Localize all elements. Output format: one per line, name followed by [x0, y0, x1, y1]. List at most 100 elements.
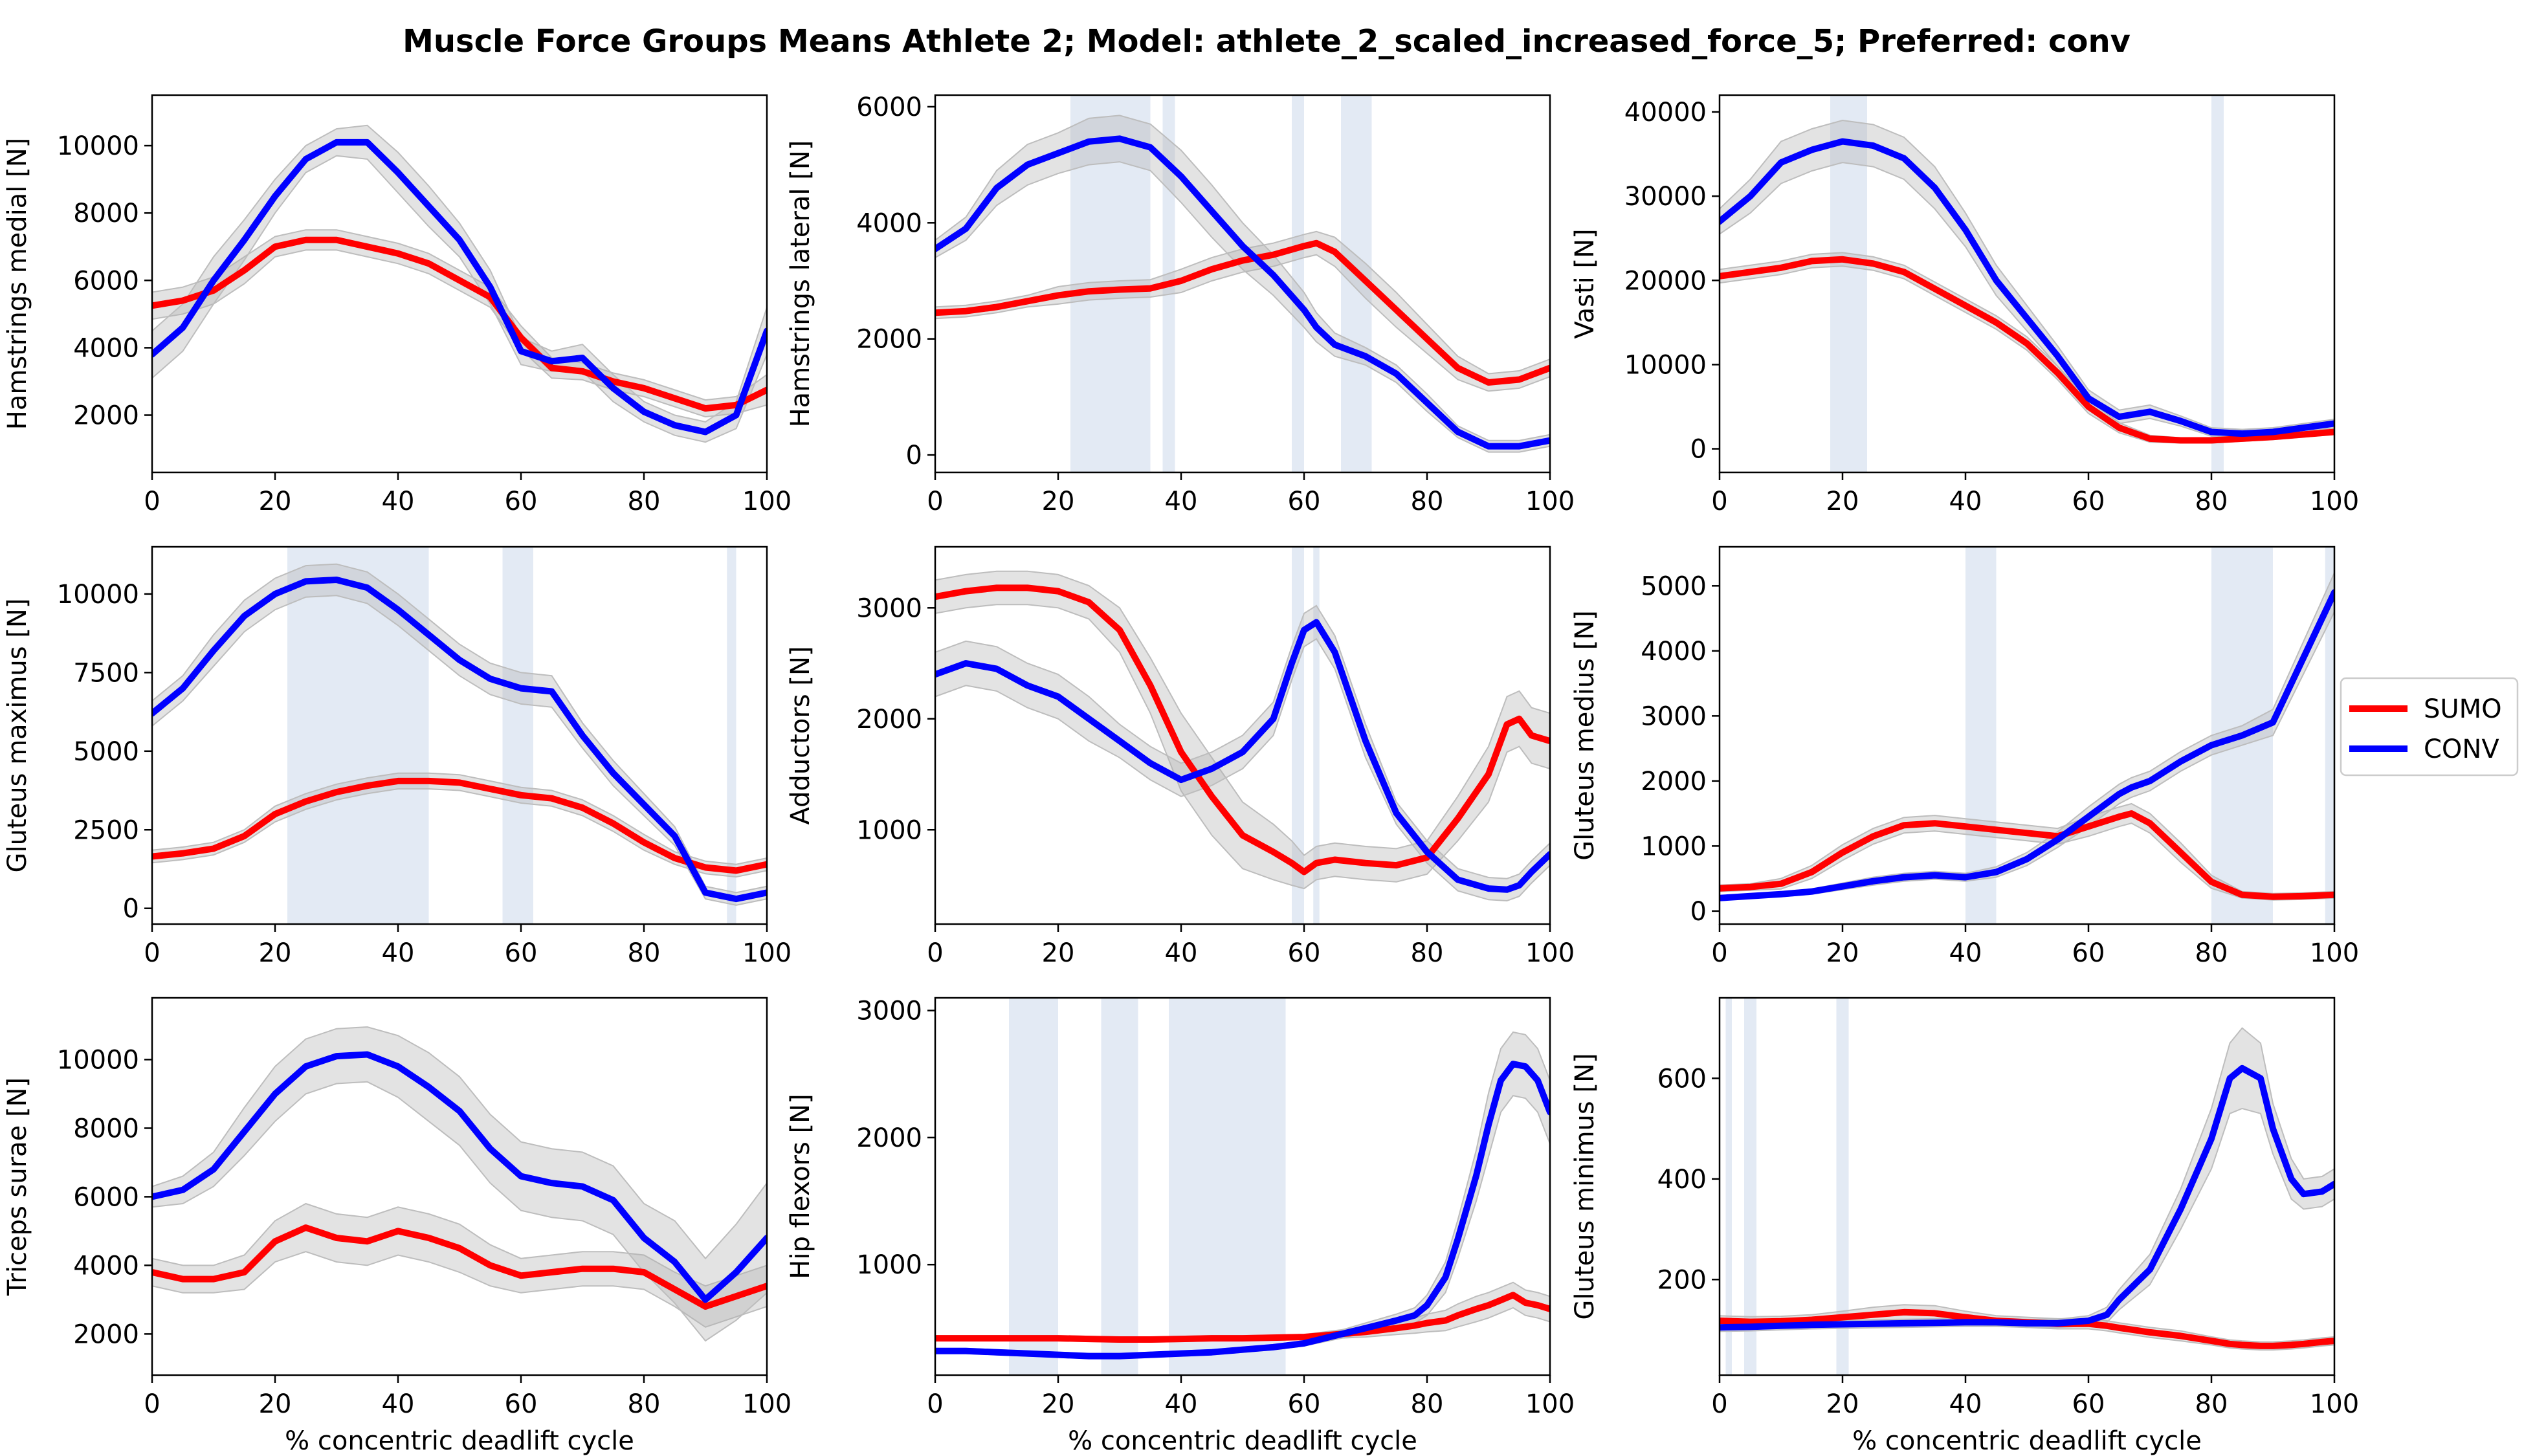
subplot-1: 0 20 40 60 80 100 2000 4000 6000 8000 10000 Hamstri…	[3, 94, 792, 516]
series-line-sumo	[1720, 256, 2334, 444]
y-tick-label: 2000	[73, 1319, 139, 1349]
x-tick-label: 40	[382, 487, 415, 516]
y-tick-label: 5000	[1641, 571, 1707, 601]
x-tick-label: 0	[927, 487, 943, 516]
highlight-region	[1744, 998, 1756, 1375]
x-tick-label: 20	[1826, 938, 1859, 968]
highlight-region	[1313, 547, 1320, 924]
y-tick-label: 1000	[1641, 832, 1707, 861]
series-band-conv	[1720, 1027, 2334, 1332]
y-tick-label: 10000	[57, 580, 139, 610]
series-line-sumo	[1720, 1308, 2334, 1349]
plot-frame	[934, 94, 1551, 474]
y-tick-label: 7500	[73, 658, 139, 688]
x-tick-label: 0	[1711, 487, 1727, 516]
series-line-conv	[935, 135, 1550, 450]
subplot-6: 0 20 40 60 80 100010002000300040005000Gluteus…	[1570, 546, 2359, 968]
y-axis-label: Gluteus maximus [N]	[3, 599, 32, 873]
highlight-region	[2211, 95, 2224, 472]
highlight-region	[502, 547, 533, 924]
y-axis-label: Hamstrings medial [N]	[3, 138, 32, 430]
highlight-region	[727, 547, 736, 924]
y-tick-label: 30000	[1624, 182, 1707, 212]
series-band-conv	[1720, 572, 2334, 901]
figure-title: Muscle Force Groups Means Athlete 2; Mod…	[403, 23, 2131, 60]
highlight-region	[1830, 95, 1867, 472]
x-tick-label: 0	[927, 938, 943, 968]
y-tick-label: 6000	[73, 266, 139, 296]
x-tick-label: 60	[505, 487, 538, 516]
series-line-sumo	[152, 236, 767, 412]
y-tick-label: 4000	[1641, 637, 1707, 667]
x-tick-label: 0	[144, 1389, 160, 1419]
x-tick-label: 100	[742, 487, 792, 516]
x-tick-label: 100	[1525, 1389, 1575, 1419]
x-tick-label: 80	[2195, 1389, 2228, 1419]
highlight-region	[1169, 998, 1286, 1375]
y-tick-label: 10000	[1624, 350, 1707, 380]
x-tick-label: 100	[2310, 1389, 2359, 1419]
y-tick-label: 6000	[856, 93, 922, 122]
y-tick-label: 10000	[57, 1045, 139, 1075]
x-tick-label: 0	[927, 1389, 943, 1419]
x-axis-label: % concentric deadlift cycle	[1068, 1426, 1417, 1456]
y-tick-label: 4000	[856, 208, 922, 238]
y-axis-label: Adductors [N]	[786, 646, 815, 824]
x-tick-label: 100	[1525, 938, 1575, 968]
x-tick-label: 20	[259, 938, 292, 968]
y-tick-label: 5000	[73, 737, 139, 767]
x-tick-label: 80	[628, 938, 661, 968]
x-tick-label: 60	[505, 1389, 538, 1419]
x-tick-label: 0	[144, 487, 160, 516]
plot-frame	[151, 94, 768, 474]
highlight-region	[287, 547, 429, 924]
x-tick-label: 100	[1525, 487, 1575, 516]
highlight-region	[1725, 998, 1732, 1375]
x-tick-label: 40	[1949, 938, 1982, 968]
y-axis-label: Triceps surae [N]	[3, 1077, 32, 1296]
x-tick-label: 100	[742, 1389, 792, 1419]
series-band-conv	[152, 1026, 767, 1342]
x-tick-label: 60	[2072, 938, 2105, 968]
x-tick-label: 80	[1411, 1389, 1444, 1419]
y-tick-label: 2500	[73, 815, 139, 845]
y-tick-label: 10000	[57, 131, 139, 161]
y-tick-label: 400	[1657, 1165, 1707, 1195]
legend: SUMO CONV	[2340, 677, 2519, 777]
y-axis-label: Gluteus minimus [N]	[1570, 1053, 1600, 1319]
highlight-region	[1101, 998, 1138, 1375]
series-band-sumo	[935, 570, 1550, 890]
x-tick-label: 20	[1042, 487, 1075, 516]
legend-label-sumo: SUMO	[2424, 694, 2502, 724]
y-tick-label: 6000	[73, 1182, 139, 1212]
legend-label-conv: CONV	[2424, 734, 2499, 764]
y-tick-label: 2000	[1641, 767, 1707, 797]
y-tick-label: 8000	[73, 199, 139, 228]
plot-frame	[1718, 997, 2336, 1376]
x-axis-label: % concentric deadlift cycle	[285, 1426, 634, 1456]
series-band-conv	[152, 563, 767, 906]
series-band-conv	[152, 124, 767, 443]
y-tick-label: 3000	[856, 593, 922, 623]
series-line-conv	[1720, 138, 2334, 437]
series-line-sumo	[152, 777, 767, 874]
plot-frame	[1718, 546, 2336, 925]
x-tick-label: 100	[2310, 487, 2359, 516]
x-tick-label: 80	[1411, 487, 1444, 516]
y-axis-label: Hip flexors [N]	[786, 1094, 815, 1279]
x-tick-label: 100	[2310, 938, 2359, 968]
subplot-7: 0 20 40 60 80 100 2000 4000 6000 8000 10000 Triceps…	[3, 997, 792, 1456]
y-tick-label: 2000	[856, 705, 922, 734]
x-tick-label: 80	[628, 1389, 661, 1419]
x-tick-label: 20	[1042, 938, 1075, 968]
x-tick-label: 0	[1711, 938, 1727, 968]
plot-frame	[151, 997, 768, 1376]
x-tick-label: 80	[628, 487, 661, 516]
series-line-conv	[1720, 1064, 2334, 1331]
plot-frame	[1718, 94, 2336, 474]
highlight-region	[2325, 547, 2334, 924]
x-tick-label: 60	[505, 938, 538, 968]
x-axis-label: % concentric deadlift cycle	[1852, 1426, 2202, 1456]
subplot-8: 0 20 40 60 80 100 1000 2000 3000 Hip flexors [N]%…	[786, 997, 1575, 1456]
